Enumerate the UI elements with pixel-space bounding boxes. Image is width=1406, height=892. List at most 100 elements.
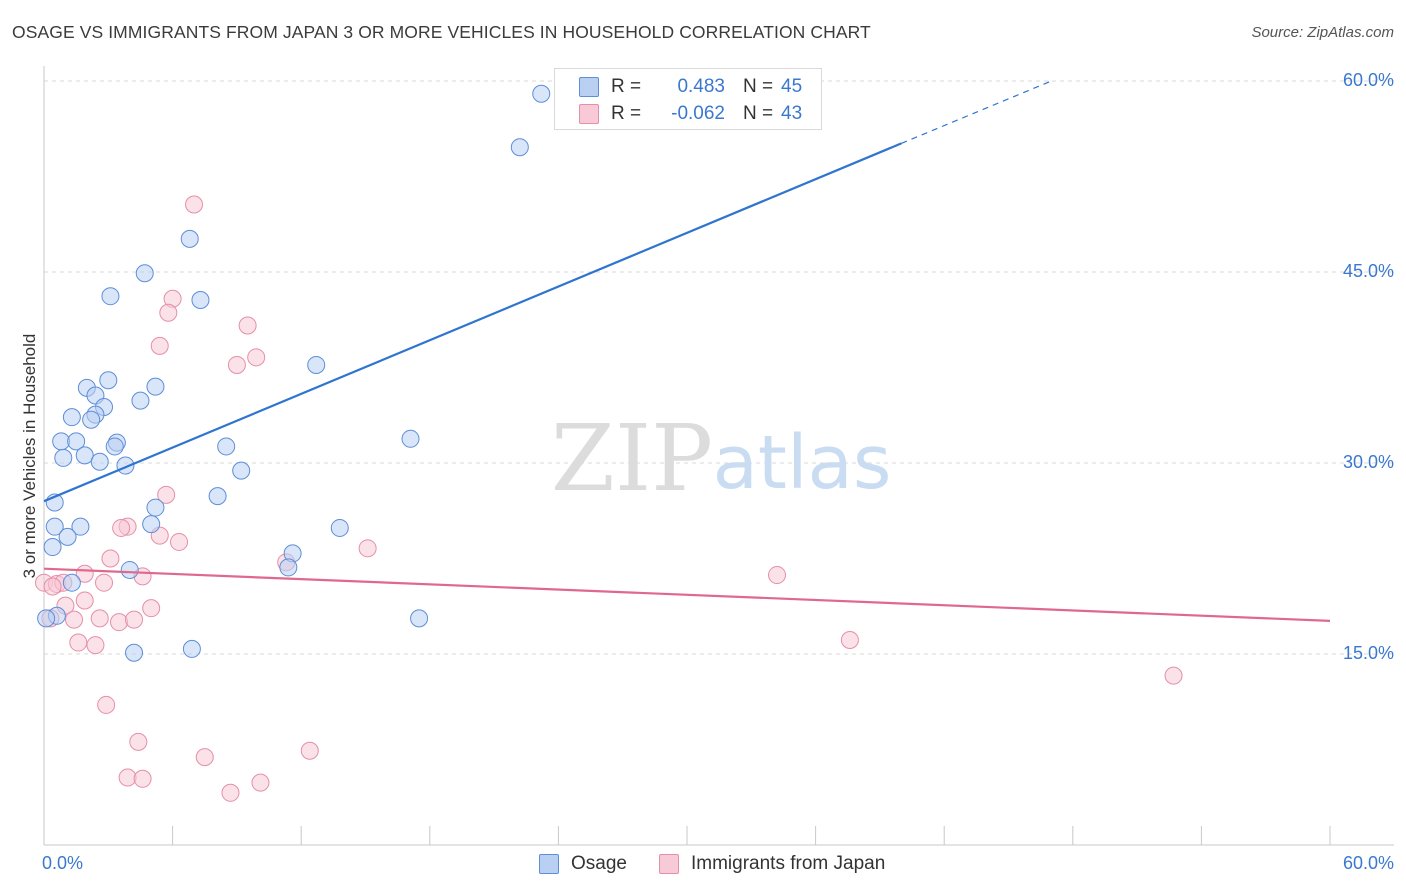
- osage-trend-line: [43, 142, 902, 503]
- japan-point: [221, 783, 240, 802]
- japan-point: [118, 768, 137, 787]
- japan-legend-swatch: [659, 854, 679, 874]
- japan-point: [300, 741, 319, 760]
- osage-point: [52, 432, 71, 451]
- osage-point: [307, 355, 326, 374]
- japan-point: [129, 732, 148, 751]
- watermark-zip: ZIP: [551, 405, 713, 512]
- watermark: ZIP atlas: [551, 405, 892, 512]
- chart-title: OSAGE VS IMMIGRANTS FROM JAPAN 3 OR MORE…: [12, 22, 871, 42]
- japan-point: [112, 518, 131, 537]
- japan-point: [75, 591, 94, 610]
- japan-point: [358, 539, 377, 558]
- x-tick-label-left: 0.0%: [42, 853, 83, 873]
- japan-point: [159, 303, 178, 322]
- osage-point: [43, 538, 62, 557]
- japan-point: [195, 748, 214, 767]
- japan-point: [69, 633, 88, 652]
- japan-n-value: 43: [781, 103, 803, 124]
- osage-point: [146, 498, 165, 517]
- japan-point: [97, 695, 116, 714]
- japan-point: [157, 485, 176, 504]
- y-axis-title: 3 or more Vehicles in Household: [20, 333, 39, 579]
- osage-point: [232, 461, 251, 480]
- japan-point: [170, 532, 189, 551]
- osage-point: [58, 527, 77, 546]
- japan-trend-line: [43, 567, 1331, 622]
- japan-point: [101, 549, 120, 568]
- axis-layer: [43, 66, 1394, 846]
- osage-swatch: [579, 77, 599, 97]
- y-tick-label: 15.0%: [1343, 643, 1394, 663]
- osage-point: [62, 408, 81, 427]
- japan-point: [150, 336, 169, 355]
- stats-legend-row-osage: R = 0.483 N = 45: [579, 74, 802, 100]
- osage-point: [99, 371, 118, 390]
- y-tick-label: 45.0%: [1343, 261, 1394, 281]
- osage-legend-swatch: [539, 854, 559, 874]
- osage-point: [191, 291, 210, 310]
- osage-n-value: 45: [781, 76, 803, 97]
- osage-point: [105, 437, 124, 456]
- osage-point: [146, 377, 165, 396]
- japan-legend-label: Immigrants from Japan: [691, 853, 886, 874]
- japan-point: [185, 195, 204, 214]
- source-label: Source: ZipAtlas.com: [1251, 24, 1394, 41]
- osage-r-value: 0.483: [677, 76, 725, 97]
- legend-item-osage[interactable]: Osage: [539, 852, 627, 876]
- osage-point: [67, 432, 86, 451]
- japan-swatch: [579, 104, 599, 124]
- osage-legend-label: Osage: [571, 853, 627, 874]
- trend-layer: [43, 80, 1331, 622]
- osage-point: [54, 448, 73, 467]
- japan-point: [251, 773, 270, 792]
- japan-point: [86, 636, 105, 655]
- osage-point: [37, 609, 56, 628]
- osage-point: [279, 558, 298, 577]
- series-osage-points: [37, 84, 551, 662]
- osage-point: [62, 573, 81, 592]
- japan-point: [65, 610, 84, 629]
- japan-r-value: -0.062: [671, 103, 725, 124]
- japan-point: [125, 610, 144, 629]
- japan-point: [142, 599, 161, 618]
- osage-point: [82, 410, 101, 429]
- osage-point: [532, 84, 551, 103]
- n-label: N =: [743, 103, 774, 124]
- japan-point: [768, 566, 787, 585]
- x-tick-label-right: 60.0%: [1343, 853, 1394, 873]
- stats-legend: R = 0.483 N = 45 R = -0.062 N = 43: [554, 68, 822, 130]
- r-label: R =: [611, 103, 642, 124]
- osage-point: [510, 138, 529, 157]
- japan-point: [95, 573, 114, 592]
- y-tick-label: 60.0%: [1343, 70, 1394, 90]
- osage-trend-extension: [901, 80, 1052, 144]
- osage-point: [180, 229, 199, 248]
- series-japan-points: [35, 195, 1183, 802]
- osage-point: [71, 517, 90, 536]
- japan-point: [1164, 666, 1183, 685]
- osage-point: [131, 391, 150, 410]
- osage-point: [101, 287, 120, 306]
- n-label: N =: [743, 76, 774, 97]
- osage-point: [135, 264, 154, 283]
- osage-point: [410, 609, 429, 628]
- osage-point: [125, 643, 144, 662]
- r-label: R =: [611, 76, 642, 97]
- osage-point: [75, 446, 94, 465]
- japan-point: [247, 348, 266, 367]
- legend-item-japan[interactable]: Immigrants from Japan: [659, 852, 885, 876]
- osage-point: [208, 487, 227, 506]
- japan-point: [238, 316, 257, 335]
- stats-legend-row-japan: R = -0.062 N = 43: [579, 101, 802, 127]
- watermark-atlas: atlas: [713, 420, 892, 506]
- y-tick-label: 30.0%: [1343, 452, 1394, 472]
- osage-point: [45, 517, 64, 536]
- osage-point: [401, 429, 420, 448]
- osage-point: [120, 560, 139, 579]
- japan-point: [840, 630, 859, 649]
- osage-point: [217, 437, 236, 456]
- tick-labels: 15.0% 30.0% 45.0% 60.0% 0.0% 60.0%: [42, 70, 1394, 873]
- osage-point: [90, 452, 109, 471]
